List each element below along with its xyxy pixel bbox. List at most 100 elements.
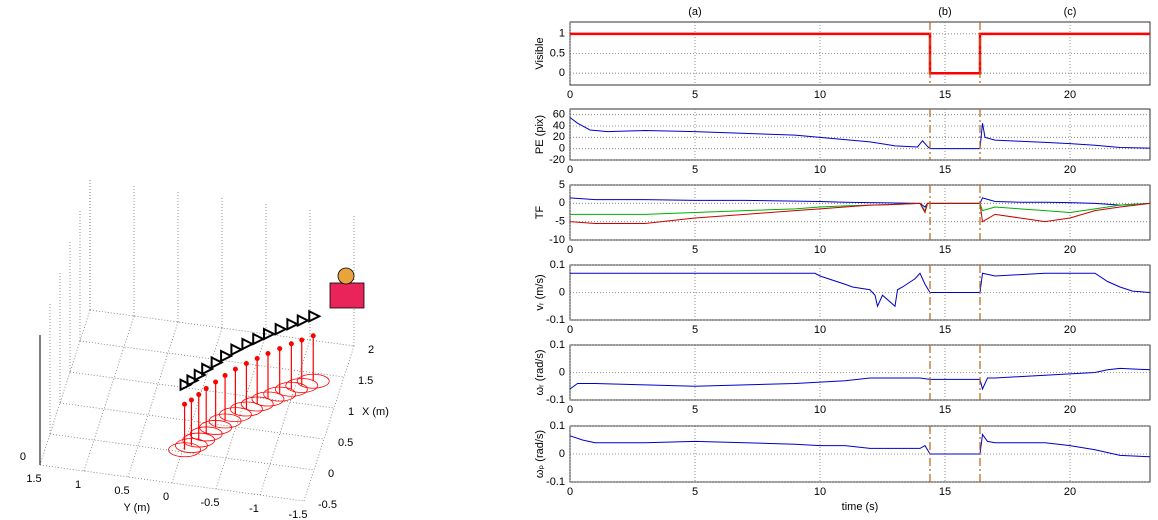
- robot-marker: [310, 333, 316, 339]
- camera-heading: [210, 355, 224, 370]
- grid-line: [69, 371, 335, 409]
- x-tick-label: 10: [814, 244, 826, 256]
- x-tick-label: 20: [1064, 404, 1076, 416]
- series-line: [569, 117, 1151, 150]
- person-head: [337, 267, 355, 285]
- x-tick-label: 15: [939, 324, 951, 336]
- x-tick-label: 5: [692, 89, 698, 101]
- y-tick-label: 0.1: [550, 339, 565, 351]
- person-body: [329, 282, 365, 309]
- x-tick-label: 15: [939, 164, 951, 176]
- y-tick-label: -1: [249, 503, 259, 515]
- x-tick-label: 5: [692, 404, 698, 416]
- series-line: [569, 367, 1151, 391]
- phase-annotation: (b): [938, 6, 951, 18]
- grid-line: [127, 321, 179, 478]
- x-tick-label: 20: [1064, 164, 1076, 176]
- grid-line: [171, 327, 223, 484]
- y-tick-label: 0: [163, 491, 169, 503]
- plot-3d: -0.500.511.52-1.5-1-0.500.511.50X (m)Y (…: [20, 180, 389, 520]
- robot-marker: [243, 361, 249, 366]
- x-axis-label: time (s): [842, 501, 879, 513]
- subplot: 0 5 10 15 20-0.100.1ωₚ (rad/s)time (s): [534, 420, 1151, 513]
- phase-annotation: (a): [688, 6, 701, 18]
- y-axis-label: TF: [534, 206, 546, 220]
- x-tick-label: 10: [814, 404, 826, 416]
- series-line: [569, 197, 1151, 208]
- y-tick-label: -1.5: [289, 509, 308, 520]
- grid-line: [39, 309, 91, 466]
- y-axis-label: Visible: [534, 37, 546, 69]
- y-tick-label: -0.1: [546, 394, 565, 406]
- y-tick-label: 1: [559, 28, 565, 40]
- person-target: [329, 267, 365, 309]
- y-axis-label: Y (m): [123, 502, 150, 514]
- camera-heading: [296, 313, 310, 328]
- x-tick-label: -0.5: [318, 499, 337, 511]
- x-tick-label: 15: [939, 89, 951, 101]
- y-axis-label: ωᵣ (rad/s): [534, 349, 546, 395]
- camera-heading: [201, 362, 215, 376]
- y-tick-label: 0: [559, 286, 565, 298]
- x-tick-label: 10: [814, 89, 826, 101]
- y-tick-label: 20: [553, 131, 565, 143]
- y-tick-label: 0.5: [550, 47, 565, 59]
- x-tick-label: 5: [692, 164, 698, 176]
- grid-line: [83, 315, 135, 472]
- camera-heading: [308, 309, 322, 323]
- x-axis-label: X (m): [362, 406, 389, 418]
- y-tick-label: 0: [559, 67, 565, 79]
- robot-marker: [213, 379, 219, 385]
- x-tick-label: 5: [692, 486, 698, 498]
- y-tick-label: 0: [559, 448, 565, 460]
- robot-marker: [188, 397, 194, 403]
- camera-heading: [230, 343, 244, 357]
- robot-marker: [232, 366, 238, 372]
- x-tick-label: 0: [567, 486, 573, 498]
- y-tick-label: -5: [555, 216, 565, 228]
- x-tick-label: 20: [1064, 324, 1076, 336]
- x-tick-label: 10: [814, 164, 826, 176]
- robot-marker: [222, 372, 228, 378]
- x-tick-label: 20: [1064, 89, 1076, 101]
- y-axis-label: vᵣ (m/s): [534, 274, 546, 310]
- series-line: [569, 433, 1151, 458]
- robot-marker: [299, 337, 305, 343]
- z-tick-label: 0: [20, 451, 26, 463]
- y-tick-label: -0.1: [546, 314, 565, 326]
- camera-heading: [263, 327, 277, 341]
- y-tick-label: 0.1: [550, 420, 565, 432]
- camera-heading: [286, 317, 300, 331]
- camera-heading: [252, 332, 266, 346]
- x-tick-label: 10: [814, 486, 826, 498]
- y-tick-label: 1: [75, 479, 81, 491]
- x-tick-label: 20: [1064, 486, 1076, 498]
- x-tick-label: 0: [567, 244, 573, 256]
- y-tick-label: 0.1: [550, 259, 565, 271]
- y-tick-label: 1.5: [26, 473, 41, 485]
- y-tick-label: 0: [559, 143, 565, 155]
- y-tick-label: -10: [549, 234, 565, 246]
- y-axis-label: PE (pix): [534, 115, 546, 154]
- x-tick-label: 15: [939, 244, 951, 256]
- robot-marker: [182, 401, 188, 407]
- robot-marker: [277, 346, 283, 352]
- series-line: [570, 272, 1151, 308]
- x-tick-label: 0: [328, 468, 334, 480]
- camera-heading: [220, 349, 234, 363]
- subplot: 0 5 10 15 20 0 0.5 1 Visible (a) (b) (c): [534, 6, 1151, 101]
- subplot: 0 5 10 15 20 -10 -5 0 5 TF: [534, 179, 1151, 256]
- grid-line: [79, 340, 345, 378]
- x-tick-label: 10: [814, 324, 826, 336]
- subplot: 0 5 10 15 20-0.100.1vᵣ (m/s): [534, 259, 1151, 336]
- subplot: 0 5 10 15 20-0.100.1ωᵣ (rad/s): [534, 339, 1151, 416]
- plot-area: [569, 108, 1151, 161]
- x-tick-label: 1.5: [358, 375, 373, 387]
- camera-heading: [241, 337, 255, 351]
- y-tick-label: 0: [559, 197, 565, 209]
- x-tick-label: 0: [567, 89, 573, 101]
- robot-marker: [196, 392, 202, 398]
- y-tick-label: 0.5: [114, 485, 129, 497]
